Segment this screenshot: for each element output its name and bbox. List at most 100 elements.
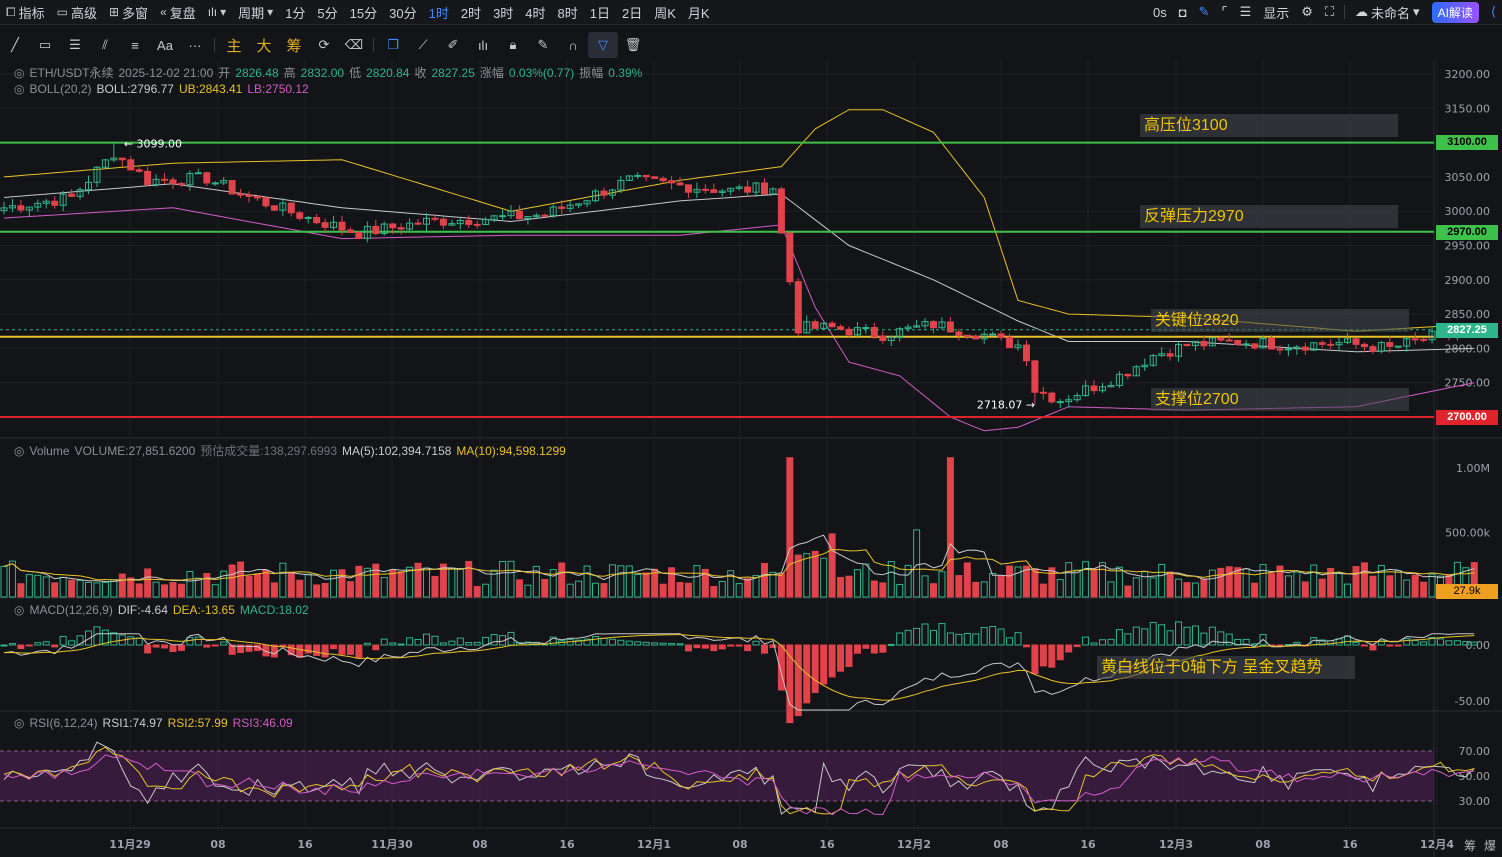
candle-body [1377,342,1385,352]
replay-button[interactable]: «复盘 [160,5,196,21]
candle-body [820,322,828,329]
interval-tab-7[interactable]: 4时 [525,5,546,21]
lock-icon[interactable]: 🔒︎ [509,37,517,52]
interval-tab-0[interactable]: 1分 [285,5,306,21]
x-axis-label: 16 [819,838,835,851]
cloud-account-button[interactable]: ☁ 未命名 ▾ [1355,4,1420,21]
ruler-icon[interactable]: ⟋ [418,37,428,52]
burst-corner-label[interactable]: 爆 [1483,839,1496,853]
text-tool-button[interactable]: Aa [157,37,173,53]
period-button[interactable]: 周期 ▾ [238,5,274,21]
interval-tab-11[interactable]: 周K [654,5,676,21]
collapse-icon[interactable]: ◎ [14,603,25,617]
eraser-icon[interactable]: ⌫ [344,37,364,52]
candle-body [532,214,540,218]
annotation-macd[interactable]: 黄白线位于0轴下方 呈金叉趋势 [1097,656,1355,679]
candles-icon: ılı [207,5,218,19]
volume-bar [1284,575,1292,598]
collapse-icon[interactable]: ◎ [14,443,25,458]
candle-body [473,223,481,226]
refresh-icon[interactable]: ⟳ [318,37,330,52]
annotation-3100[interactable]: 高压位3100 [1140,114,1398,137]
collapse-icon[interactable]: ◎ [14,716,25,730]
display-button[interactable]: 显示 [1263,5,1290,21]
volume-bar [1149,577,1157,598]
chips-corner-label[interactable]: 筹 [1463,839,1476,853]
fib-fan-icon[interactable]: ⫽ [102,37,108,52]
macd-histogram-bar [270,644,278,658]
candle-body [1301,346,1309,351]
interval-tab-12[interactable]: 月K [687,5,710,21]
indicator-button[interactable]: ⧠ 指标 [6,4,45,21]
interval-tab-8[interactable]: 8时 [557,5,578,21]
candle-body [938,321,946,329]
interval-tab-2[interactable]: 15分 [349,5,378,21]
volume-bar [1411,574,1419,598]
crop-icon[interactable]: ⌜ [1221,4,1228,19]
chips-button[interactable]: 筹 [286,37,302,55]
chart-icon: ⧠ [6,4,16,19]
annotation-2970[interactable]: 反弹压力2970 [1140,205,1398,228]
divider [1344,5,1346,19]
macd-histogram-bar [161,644,169,649]
volume-bar [608,564,616,598]
chart-type-button[interactable]: ılı ▾ [202,0,232,24]
parallel-lines-icon[interactable]: ☰ [69,37,81,52]
fullscreen-icon[interactable]: ⛶ [1324,4,1335,19]
line-tool-icon[interactable]: ╱ [11,37,19,52]
advanced-button[interactable]: ▭ 高级 [56,5,97,21]
more-tools-button[interactable]: ··· [188,37,202,53]
interval-tab-9[interactable]: 1日 [589,5,610,21]
annotation-2820[interactable]: 关键位2820 [1151,309,1409,332]
interval-tab-6[interactable]: 3时 [493,5,514,21]
volume-bar [42,576,50,598]
fib-retracement-icon[interactable]: ≡ [131,37,139,53]
volume-bar [338,569,346,598]
candle-body [1403,338,1411,347]
annotation-2700[interactable]: 支撑位2700 [1151,388,1409,411]
macd-histogram-bar [101,629,109,646]
multi-window-button[interactable]: ⊞ 多窗 [108,5,149,21]
camera-icon[interactable]: ◘ [1178,4,1187,20]
candle-body [177,182,185,186]
share-icon[interactable]: ⟨ [1490,4,1496,19]
rsi-axis-label: 30.00 [1459,795,1491,808]
copy-icon[interactable]: ❐ [387,37,399,52]
big-order-button[interactable]: 大 [256,37,272,55]
candle-body [761,182,768,195]
edit-icon[interactable]: ✎ [537,37,549,52]
volume-bar [473,586,481,598]
collapse-icon[interactable]: ◎ [14,82,25,96]
rectangle-tool-icon[interactable]: ▭ [38,37,52,52]
candle-body [955,331,963,336]
main-force-button[interactable]: 主 [226,37,242,55]
candle-body [220,180,228,184]
settings-icon[interactable]: ◎ [14,65,25,80]
macd-histogram-bar [1115,629,1123,646]
filter-icon[interactable]: ▽ [588,32,618,58]
interval-tab-5[interactable]: 2时 [460,5,482,21]
ohlc-legend: ◎ ETH/USDT永续 2025-12-02 21:00 开 2826.48 高… [14,65,643,81]
price-chart[interactable]: 3200.00 3150.00 3100.00 3050.00 3000.00 2950.… [0,60,1502,857]
candle-body [186,172,194,186]
volume-bar [499,560,507,598]
interval-tab-4[interactable]: 1时 [428,5,449,21]
ai-interpret-button[interactable]: AI解读 [1431,1,1479,23]
volume-bar [245,575,253,598]
interval-tab-3[interactable]: 30分 [389,5,417,21]
volume-bar [321,582,329,598]
candle-body [93,166,101,183]
volume-bar [735,583,743,598]
pen-icon[interactable]: ✎ [1198,4,1210,19]
interval-tab-1[interactable]: 5分 [317,5,338,21]
candle-settings-icon[interactable]: ılı [477,37,489,53]
trash-icon[interactable]: 🗑︎ [624,37,642,52]
x-axis-label: 16 [1342,838,1358,851]
settings-list-icon[interactable]: ☰ [1239,4,1252,19]
gear-icon[interactable]: ⚙ [1301,4,1313,19]
volume-bar [592,582,599,598]
magnet-icon[interactable]: ∩ [568,37,578,53]
brush-icon[interactable]: ✐ [447,37,459,52]
price-axis-label: 3200.00 [1445,68,1491,81]
interval-tab-10[interactable]: 2日 [622,5,643,21]
